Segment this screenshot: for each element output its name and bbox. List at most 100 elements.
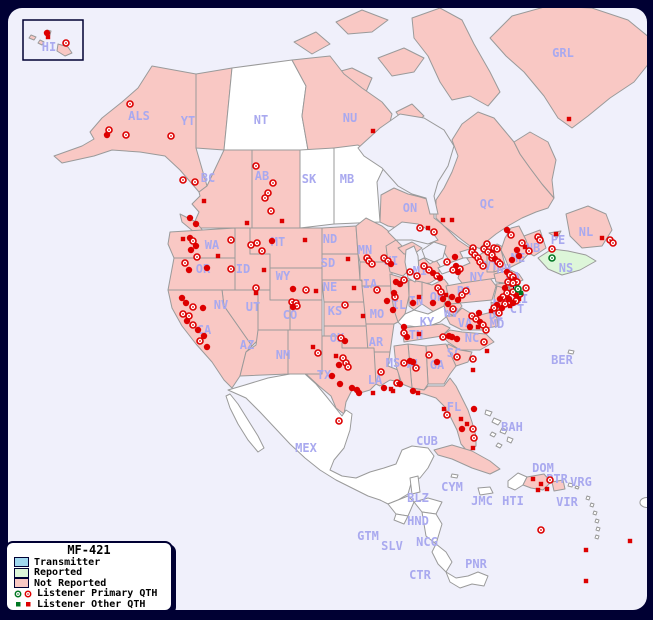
listener-other-qth-marker [416, 331, 422, 337]
region-label-jmc: JMC [471, 494, 493, 508]
region-grl [489, 8, 647, 129]
listener-cluster-marker [268, 237, 276, 245]
listener-primary-qth-marker [439, 333, 447, 341]
listener-primary-qth-marker [480, 338, 488, 346]
listener-cluster-marker [444, 300, 452, 308]
region-label-wy: WY [276, 269, 291, 283]
listener-primary-qth-marker [413, 272, 421, 280]
listener-other-qth-marker [458, 416, 464, 422]
region-label-mt: MT [271, 235, 285, 249]
region-nt [223, 59, 309, 151]
listener-primary-qth-marker [469, 425, 477, 433]
listener-primary-qth-marker [443, 411, 451, 419]
region-label-mex: MEX [295, 441, 317, 455]
legend-item-primary-qth: Listener Primary QTH [7, 588, 171, 599]
map-viewport: HI ALS YT NT NU GRL BC AB SK MB ON QC NL NB PE NS WA MT ND… [8, 8, 647, 610]
region-label-qc: QC [480, 197, 494, 211]
listener-cluster-marker [515, 252, 523, 260]
listener-other-qth-marker [425, 225, 431, 231]
mexico-central-america [225, 373, 489, 589]
region-label-mo: MO [370, 307, 384, 321]
listener-primary-qth-marker [462, 287, 470, 295]
listener-cluster-marker [341, 337, 349, 345]
listener-cluster-marker [186, 214, 194, 222]
listener-primary-qth-marker [189, 303, 197, 311]
region-vrg-islets [567, 482, 580, 490]
listener-cluster-marker [508, 256, 516, 264]
region-label-als: ALS [128, 109, 150, 123]
region-label-tn: TN [409, 328, 423, 342]
listener-primary-qth-marker [252, 284, 260, 292]
listener-primary-qth-marker [377, 368, 385, 376]
region-label-grl: GRL [552, 46, 574, 60]
listener-cluster-marker [328, 372, 336, 380]
region-nc [441, 329, 495, 351]
region-label-la: LA [368, 373, 383, 387]
region-label-hti: HTI [502, 494, 524, 508]
listener-primary-qth-marker [302, 286, 310, 294]
listener-primary-qth-marker [344, 363, 352, 371]
listener-other-qth-marker [470, 367, 476, 373]
listener-other-qth-marker [553, 231, 559, 237]
listener-primary-qth-marker [269, 179, 277, 187]
region-label-hi: HI [42, 40, 56, 54]
listener-other-qth-marker-reported [518, 290, 524, 296]
listener-primary-qth-marker [227, 236, 235, 244]
region-island-oval [639, 497, 647, 508]
listener-cluster-marker [200, 332, 208, 340]
listener-cluster-marker [513, 246, 521, 254]
legend-title: MF-421 [67, 543, 111, 557]
region-hti [507, 472, 528, 491]
region-blz [409, 475, 421, 495]
listener-cluster-marker [389, 306, 397, 314]
region-label-ab: AB [255, 169, 269, 183]
listener-other-qth-marker [370, 128, 376, 134]
listener-cluster-marker [451, 253, 459, 261]
region-label-ar: AR [369, 335, 384, 349]
legend-item-not-reported: Not Reported [7, 578, 171, 589]
listener-cluster-marker [383, 297, 391, 305]
listener-primary-qth-marker [193, 253, 201, 261]
listener-markers [43, 29, 633, 584]
region-label-ne: NE [323, 280, 337, 294]
region-label-ms: MS [386, 356, 400, 370]
legend-item-label: Listener Other QTH [37, 598, 146, 610]
region-label-ber: BER [551, 353, 573, 367]
region-label-tx: TX [317, 368, 332, 382]
region-cub [433, 444, 501, 475]
region-label-nv: NV [214, 298, 228, 312]
listener-primary-qth-marker [400, 276, 408, 284]
region-label-ca: CA [197, 323, 212, 337]
listener-primary-qth-marker [181, 259, 189, 267]
listener-cluster-marker [178, 294, 186, 302]
listener-primary-qth-marker [406, 268, 414, 276]
region-label-nm: NM [276, 348, 290, 362]
region-label-co: CO [283, 308, 297, 322]
region-label-bc: BC [201, 171, 215, 185]
listener-cluster-marker [409, 358, 417, 366]
listener-cluster-marker [453, 335, 461, 343]
listener-primary-qth-marker-reported [514, 285, 522, 293]
region-dom [522, 473, 552, 491]
listener-primary-qth-marker-reported [548, 254, 556, 262]
listener-cluster-marker [429, 299, 437, 307]
region-label-nl: NL [579, 225, 593, 239]
listener-other-qth-marker [440, 217, 446, 223]
listener-other-qth-marker [261, 267, 267, 273]
listener-other-qth-marker [544, 486, 550, 492]
region-label-ncg: NCG [416, 535, 438, 549]
listener-other-qth-marker [345, 256, 351, 262]
listener-cluster-marker [187, 246, 195, 254]
listener-primary-qth-marker [191, 178, 199, 186]
listener-primary-qth-marker [493, 245, 501, 253]
listener-primary-qth-marker [537, 526, 545, 534]
region-label-id: ID [236, 262, 250, 276]
listener-cluster-marker [199, 304, 207, 312]
region-label-ns: NS [559, 261, 573, 275]
region-pnr [445, 571, 489, 589]
region-label-nt: NT [254, 113, 268, 127]
listener-other-qth-marker [390, 388, 396, 394]
listener-cluster-marker [194, 326, 202, 334]
listener-cluster-marker [355, 389, 363, 397]
region-hnd [413, 497, 443, 515]
